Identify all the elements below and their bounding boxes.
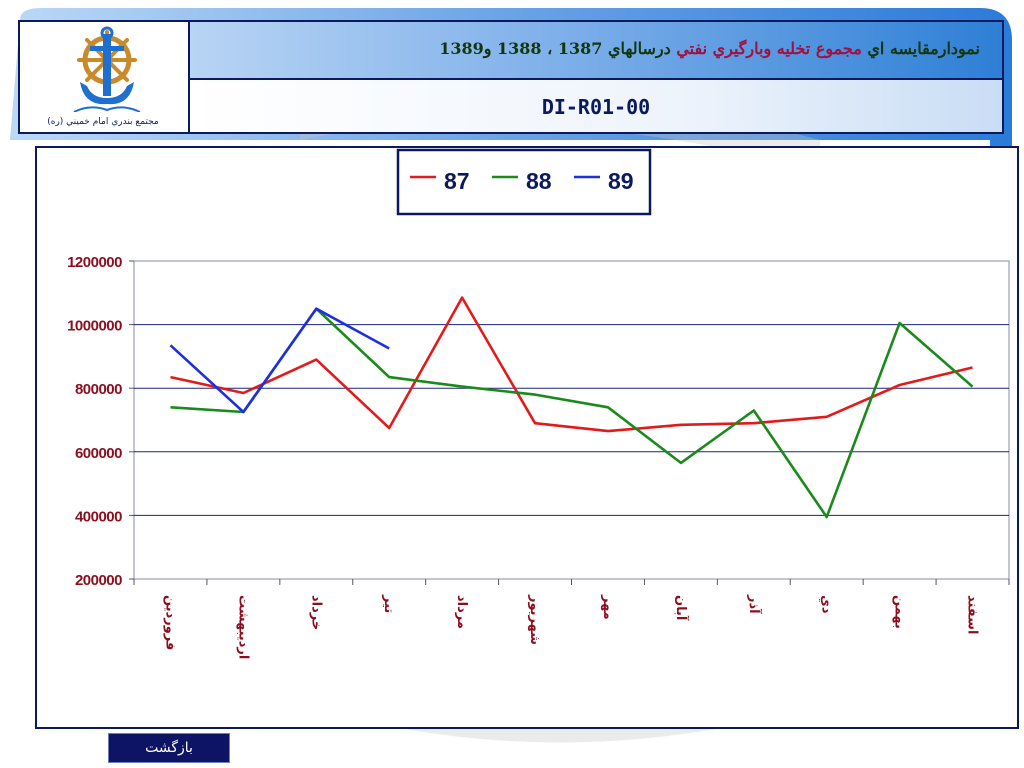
x-tick-label: اسفند: [965, 595, 980, 634]
x-tick-label: آذر: [746, 594, 763, 614]
legend-label-88: 88: [526, 168, 552, 194]
series-line-89: [169, 307, 390, 414]
y-tick-label: 1200000: [67, 254, 122, 271]
y-tick-label: 200000: [75, 572, 122, 589]
x-tick-label: خرداد: [308, 595, 323, 630]
title-prefix: نمودارمقايسه اي: [861, 39, 980, 58]
header-table: مجتمع بندري امام خميني (ره) نمودارمقايسه…: [18, 20, 1004, 134]
x-tick-label: دي: [819, 595, 834, 614]
x-tick-label: شهريور: [527, 594, 542, 645]
x-tick-label: آبان: [673, 595, 690, 621]
code-row: DI-R01-00: [190, 80, 1002, 132]
chart-container: 1200000 1000000 800000 600000 400000 200000 فر…: [35, 146, 1019, 729]
logo-cell: مجتمع بندري امام خميني (ره): [20, 22, 190, 132]
line-chart: 1200000 1000000 800000 600000 400000 200000 فر…: [67, 148, 1010, 659]
plot-area: [133, 260, 1010, 580]
title-row: نمودارمقايسه اي مجموع تخليه وبارگيري نفت…: [190, 22, 1002, 80]
y-tick-label: 400000: [75, 508, 122, 525]
x-tick-label: مرداد: [454, 595, 469, 629]
x-tick-label: فروردين: [162, 595, 177, 650]
series-line-87: [170, 296, 973, 433]
legend-label-87: 87: [444, 168, 470, 194]
document-code: DI-R01-00: [541, 95, 651, 119]
title-suffix: درسالهاي 1387 ، 1388 و1389: [439, 39, 677, 58]
x-tick-label: تير: [381, 594, 396, 613]
page-title: نمودارمقايسه اي مجموع تخليه وبارگيري نفت…: [439, 39, 980, 58]
y-tick-label: 600000: [75, 445, 122, 462]
y-tick-label: 1000000: [67, 318, 122, 335]
y-tick-label: 800000: [75, 381, 122, 398]
x-tick-label: ارديبهشت: [235, 595, 250, 659]
x-tick-label: مهر: [600, 594, 615, 620]
legend-label-89: 89: [608, 168, 634, 194]
x-tick-label: بهمن: [892, 595, 907, 629]
back-button[interactable]: بازگشت: [108, 733, 230, 763]
anchor-logo-icon: [73, 26, 141, 112]
legend-box: [396, 148, 652, 216]
logo-caption: مجتمع بندري امام خميني (ره): [47, 117, 159, 127]
title-accent: مجموع تخليه وبارگيري نفتي: [676, 39, 862, 58]
